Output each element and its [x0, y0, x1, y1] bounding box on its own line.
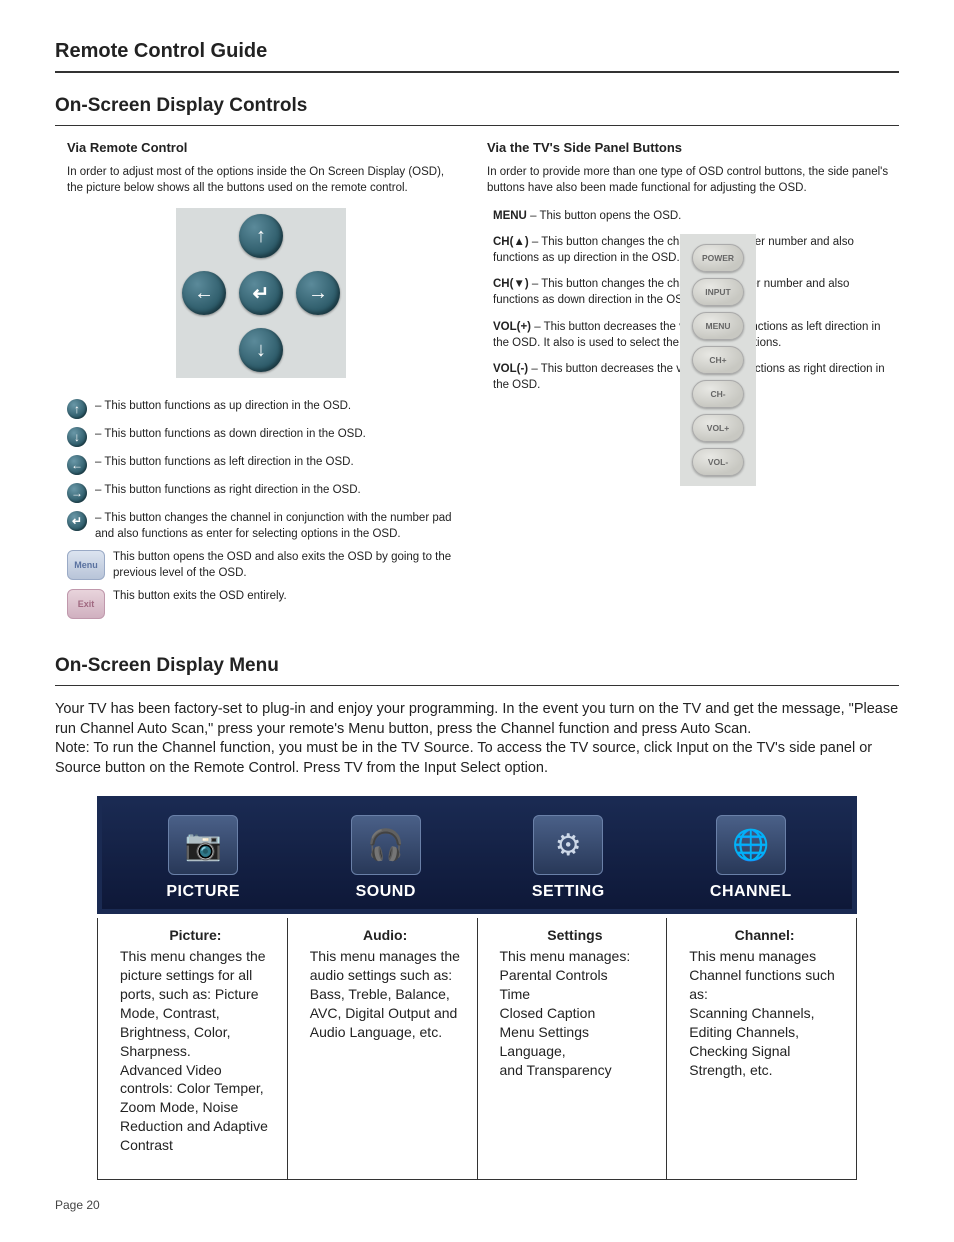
gear-icon: ⚙ [533, 815, 603, 875]
remote-intro: In order to adjust most of the options i… [67, 165, 455, 196]
dpad-right-icon: → [296, 271, 340, 315]
left-arrow-icon: ← [67, 455, 87, 475]
menu-label: CHANNEL [660, 883, 843, 901]
osd-para: Your TV has been factory-set to plug-in … [55, 700, 899, 778]
section-title: On-Screen Display Controls [55, 95, 899, 117]
menu-item-setting: ⚙ SETTING [477, 815, 660, 901]
side-panel-image: POWER INPUT MENU CH+ CH- VOL+ VOL- [680, 234, 756, 486]
divider [55, 71, 899, 73]
divider [55, 125, 899, 126]
legend-text: – This button functions as down directio… [95, 427, 455, 443]
page-number: Page 20 [55, 1198, 899, 1212]
input-button-icon: INPUT [692, 278, 744, 306]
dpad-enter-icon: ↵ [239, 271, 283, 315]
dpad-up-icon: ↑ [239, 214, 283, 258]
legend-row: ↓ – This button functions as down direct… [67, 427, 455, 447]
legend-text: – This button functions as left directio… [95, 455, 455, 471]
vol-up-button-icon: VOL+ [692, 414, 744, 442]
menu-label: PICTURE [112, 883, 295, 901]
panel-desc: MENU – This button opens the OSD. [493, 208, 893, 224]
menu-button-icon: MENU [692, 312, 744, 340]
exit-button-icon: Exit [67, 589, 105, 619]
globe-icon: 🌐 [716, 815, 786, 875]
legend-row: ↑ – This button functions as up directio… [67, 399, 455, 419]
menu-desc-sound: Audio: This menu manages the audio setti… [287, 918, 477, 1179]
dpad-image: ↑ ↓ ← → ↵ [176, 208, 346, 378]
divider [55, 685, 899, 686]
menu-item-picture: 📷 PICTURE [112, 815, 295, 901]
subheading-panel: Via the TV's Side Panel Buttons [487, 140, 899, 155]
menu-desc-picture: Picture: This menu changes the picture s… [98, 918, 287, 1179]
menu-button-icon: Menu [67, 550, 105, 580]
menu-label: SETTING [477, 883, 660, 901]
menu-label: SOUND [295, 883, 478, 901]
ch-down-button-icon: CH- [692, 380, 744, 408]
ch-up-button-icon: CH+ [692, 346, 744, 374]
legend-text: – This button functions as up direction … [95, 399, 455, 415]
menu-item-channel: 🌐 CHANNEL [660, 815, 843, 901]
up-arrow-icon: ↑ [67, 399, 87, 419]
legend-text: This button exits the OSD entirely. [113, 589, 455, 605]
legend-row: ↵ – This button changes the channel in c… [67, 511, 455, 542]
camera-icon: 📷 [168, 815, 238, 875]
page-title: Remote Control Guide [55, 40, 899, 63]
headphones-icon: 🎧 [351, 815, 421, 875]
legend-row: Exit This button exits the OSD entirely. [67, 589, 455, 619]
panel-intro: In order to provide more than one type o… [487, 165, 899, 196]
osd-menu-descriptions: Picture: This menu changes the picture s… [97, 918, 857, 1180]
osd-menu-bar: 📷 PICTURE 🎧 SOUND ⚙ SETTING 🌐 CHANNEL [97, 796, 857, 914]
down-arrow-icon: ↓ [67, 427, 87, 447]
right-arrow-icon: → [67, 483, 87, 503]
menu-desc-setting: Settings This menu manages: Parental Con… [477, 918, 667, 1179]
legend-text: This button opens the OSD and also exits… [113, 550, 455, 581]
legend-text: – This button changes the channel in con… [95, 511, 455, 542]
power-button-icon: POWER [692, 244, 744, 272]
vol-down-button-icon: VOL- [692, 448, 744, 476]
legend-row: → – This button functions as right direc… [67, 483, 455, 503]
menu-desc-channel: Channel: This menu manages Channel funct… [666, 918, 856, 1179]
enter-icon: ↵ [67, 511, 87, 531]
section-title: On-Screen Display Menu [55, 655, 899, 677]
dpad-left-icon: ← [182, 271, 226, 315]
legend-row: Menu This button opens the OSD and also … [67, 550, 455, 581]
subheading-remote: Via Remote Control [67, 140, 467, 155]
legend-row: ← – This button functions as left direct… [67, 455, 455, 475]
dpad-down-icon: ↓ [239, 328, 283, 372]
menu-item-sound: 🎧 SOUND [295, 815, 478, 901]
legend-text: – This button functions as right directi… [95, 483, 455, 499]
